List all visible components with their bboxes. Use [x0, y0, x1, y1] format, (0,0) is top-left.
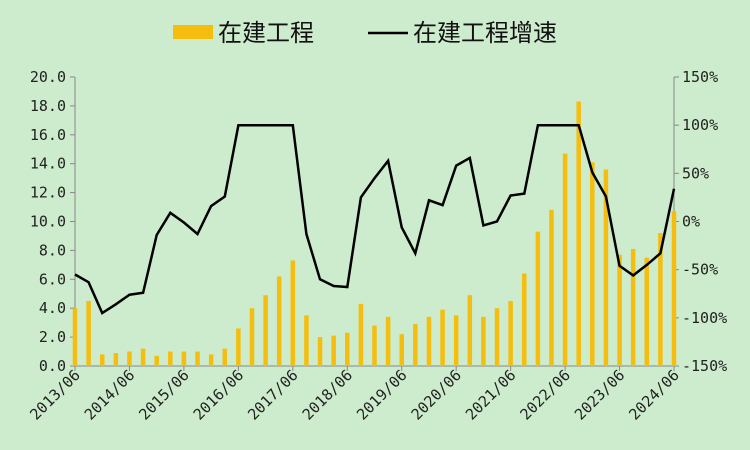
x-tick-label: 2014/06: [81, 366, 138, 423]
bar: [276, 276, 282, 366]
x-tick-label: 2021/06: [462, 366, 519, 423]
bar: [590, 162, 595, 366]
x-tick-label: 2018/06: [299, 366, 356, 423]
bar: [603, 169, 609, 366]
x-tick-label: 2019/06: [353, 366, 410, 423]
bar: [385, 316, 391, 366]
bar: [630, 248, 636, 366]
x-tick-label: 2024/06: [625, 366, 682, 423]
left-tick-label: 6.0: [39, 270, 66, 288]
bar: [399, 334, 404, 366]
bar: [358, 303, 364, 366]
legend-bar-label: 在建工程: [218, 19, 314, 47]
bar: [562, 153, 568, 366]
left-tick-label: 16.0: [30, 126, 66, 144]
bar: [208, 354, 214, 366]
bar: [671, 211, 677, 366]
right-tick-label: -150%: [682, 357, 727, 375]
x-tick-label: 2023/06: [571, 366, 628, 423]
bar: [99, 354, 105, 366]
bar: [576, 101, 581, 366]
bar: [290, 260, 296, 366]
plot-area: 0.0 2.0 4.0 6.0 8.0 10.0 12.0 14.0 16.0 18.0 20.0 -…: [26, 68, 727, 424]
left-tick-label: 18.0: [30, 97, 66, 115]
left-tick-label: 0.0: [39, 357, 66, 375]
bar: [86, 300, 91, 366]
bar: [113, 352, 119, 366]
bar: [549, 209, 554, 366]
left-tick-label: 10.0: [30, 213, 66, 231]
left-tick-label: 8.0: [39, 241, 66, 259]
bar: [426, 316, 432, 366]
bar: [181, 351, 187, 366]
right-tick-label: 150%: [682, 68, 718, 86]
bar: [222, 348, 227, 366]
left-tick-label: 4.0: [39, 299, 66, 317]
growth-line: [74, 123, 676, 315]
bar: [453, 315, 459, 366]
bar: [658, 233, 663, 366]
legend-line-label: 在建工程增速: [413, 19, 557, 47]
bar: [467, 295, 473, 366]
bar: [236, 328, 241, 366]
right-tick-label: 0%: [682, 213, 700, 231]
bar: [494, 308, 500, 366]
x-tick-label: 2016/06: [190, 366, 247, 423]
x-tick-label: 2017/06: [244, 366, 301, 423]
bar: [154, 355, 159, 366]
bar: [535, 231, 541, 366]
bar: [317, 337, 323, 366]
bar: [127, 351, 132, 366]
bar: [263, 295, 268, 366]
bar: [140, 348, 146, 366]
x-tick-label: 2022/06: [516, 366, 573, 423]
bar: [345, 332, 350, 366]
legend-bar-swatch: [173, 25, 213, 39]
bar: [481, 316, 486, 366]
bar: [413, 324, 418, 366]
left-tick-label: 2.0: [39, 328, 66, 346]
bar: [372, 325, 377, 366]
bar: [644, 257, 650, 366]
bar: [72, 308, 78, 366]
legend: 在建工程 在建工程增速: [173, 19, 557, 47]
x-tick-label: 2015/06: [135, 366, 192, 423]
bar: [440, 309, 445, 366]
right-tick-label: -50%: [682, 261, 718, 279]
right-tick-label: 50%: [682, 164, 709, 182]
bar: [522, 273, 527, 366]
left-tick-label: 14.0: [30, 155, 66, 173]
bar: [249, 308, 255, 366]
bar: [304, 315, 309, 366]
left-tick-label: 12.0: [30, 184, 66, 202]
bar: [331, 335, 336, 366]
left-tick-label: 20.0: [30, 68, 66, 86]
x-tick-label: 2020/06: [408, 366, 465, 423]
bar: [195, 351, 200, 366]
bar: [617, 254, 622, 366]
right-tick-label: -100%: [682, 309, 727, 327]
bar: [508, 300, 513, 366]
right-tick-label: 100%: [682, 116, 718, 134]
bar: [168, 351, 173, 366]
